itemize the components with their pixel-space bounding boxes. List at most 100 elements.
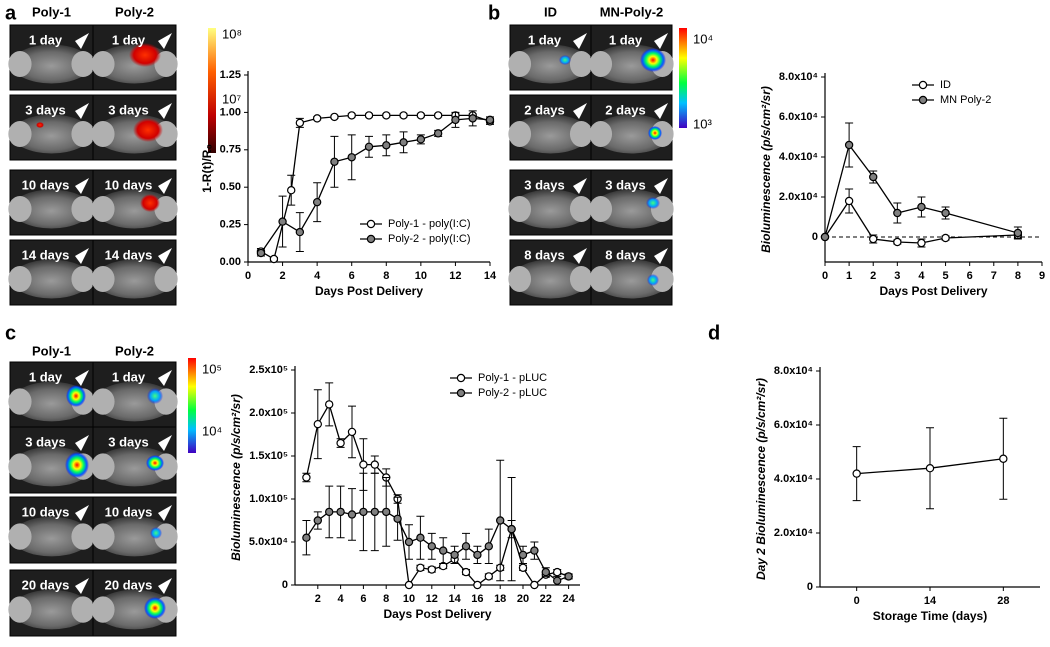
marker xyxy=(433,111,443,120)
day-label: 20 days xyxy=(105,577,153,592)
y-tick-label: 0.50 xyxy=(220,181,241,193)
day-label: 20 days xyxy=(22,577,70,592)
marker xyxy=(370,460,379,469)
day-label: 1 day xyxy=(29,32,63,47)
colorbar xyxy=(188,358,196,453)
mouse-head xyxy=(569,196,593,222)
signal xyxy=(133,118,163,142)
mouse-head xyxy=(508,196,532,222)
x-tick-label: 6 xyxy=(967,270,973,282)
panel-label: d xyxy=(708,322,720,344)
column-label: Poly-2 xyxy=(115,343,154,358)
mouse-image: 1 day xyxy=(91,24,178,91)
signal xyxy=(147,388,163,404)
colorbar-label: 10⁷ xyxy=(222,91,241,106)
marker xyxy=(518,563,528,573)
marker xyxy=(399,138,408,147)
x-axis-title: Days Post Delivery xyxy=(383,607,491,621)
mouse-head xyxy=(589,266,613,292)
marker xyxy=(295,227,305,237)
x-axis-title: Days Post Delivery xyxy=(879,284,987,298)
y-tick-label: 2.5x10⁵ xyxy=(249,364,288,376)
x-tick-label: 20 xyxy=(517,593,529,605)
mouse-head xyxy=(8,596,32,623)
x-tick-label: 28 xyxy=(997,595,1009,607)
series-line xyxy=(305,402,569,587)
mouse-image: 1 day xyxy=(91,361,178,429)
column-label: ID xyxy=(544,4,557,19)
day-label: 2 days xyxy=(524,102,564,117)
y-tick-label: 0.25 xyxy=(220,219,241,231)
mouse-head xyxy=(8,121,32,147)
arrowhead xyxy=(158,578,172,594)
day-label: 1 day xyxy=(29,369,63,384)
marker xyxy=(393,514,402,523)
marker xyxy=(473,580,482,590)
mouse-head xyxy=(154,266,178,292)
mouse-head xyxy=(569,121,593,147)
panel-label: a xyxy=(5,2,17,24)
mouse-body xyxy=(592,114,671,154)
arrowhead xyxy=(158,33,172,49)
marker xyxy=(295,118,305,128)
mouse-head xyxy=(589,51,613,77)
signal xyxy=(140,194,160,212)
mouse-head xyxy=(91,596,115,623)
mouse-head xyxy=(154,196,178,222)
arrowhead xyxy=(573,178,587,194)
mouse-body xyxy=(94,516,175,557)
signal xyxy=(146,455,164,471)
y-tick-label: 1.00 xyxy=(220,106,241,118)
signal xyxy=(640,48,666,72)
mouse-head xyxy=(91,453,115,480)
marker xyxy=(347,111,356,120)
signal xyxy=(65,452,89,478)
marker xyxy=(382,111,391,120)
marker xyxy=(518,550,528,560)
legend-marker xyxy=(456,388,466,398)
mouse-image: 20 days xyxy=(91,569,178,637)
marker xyxy=(347,427,357,437)
mouse-image: 1 day xyxy=(8,24,95,91)
x-tick-label: 22 xyxy=(540,593,552,605)
day-label: 1 day xyxy=(528,32,562,47)
marker xyxy=(917,202,926,212)
y-tick-label: 2.0x10⁴ xyxy=(774,527,813,539)
marker xyxy=(404,537,414,547)
x-tick-label: 14 xyxy=(924,595,937,607)
marker xyxy=(484,572,493,581)
mouse-head xyxy=(508,51,532,77)
marker xyxy=(893,237,902,247)
marker xyxy=(553,567,562,577)
mouse-image: 10 days xyxy=(8,169,95,236)
mouse-body xyxy=(11,589,92,630)
mouse-head xyxy=(91,196,115,222)
mouse-image: 2 days xyxy=(589,94,674,161)
marker xyxy=(852,469,861,478)
x-tick-label: 14 xyxy=(484,270,497,282)
colorbar-label: 10⁵ xyxy=(202,361,222,376)
panel-label: c xyxy=(5,322,16,344)
y-tick-label: 1.0x10⁵ xyxy=(249,493,288,505)
marker xyxy=(473,550,482,560)
colorbar-label: 10⁸ xyxy=(222,26,242,41)
signal xyxy=(150,527,162,539)
mouse-image: 3 days xyxy=(8,426,95,494)
series-line xyxy=(305,511,569,582)
legend-label: MN Poly-2 xyxy=(940,94,991,106)
marker xyxy=(461,567,471,577)
marker xyxy=(941,233,950,243)
y-tick-label: 4.0x10⁴ xyxy=(774,473,813,485)
mouse-body xyxy=(511,44,590,84)
mouse-head xyxy=(91,121,115,147)
signal xyxy=(144,597,166,619)
marker xyxy=(382,507,391,517)
mouse-body xyxy=(592,259,671,299)
x-tick-label: 8 xyxy=(1015,270,1021,282)
marker xyxy=(1013,228,1023,238)
legend-label: Poly-2 - poly(I:C) xyxy=(388,233,471,245)
series-line xyxy=(824,143,1019,238)
marker xyxy=(427,542,436,551)
x-axis-title: Days Post Delivery xyxy=(315,284,423,298)
x-tick-label: 10 xyxy=(415,270,427,282)
